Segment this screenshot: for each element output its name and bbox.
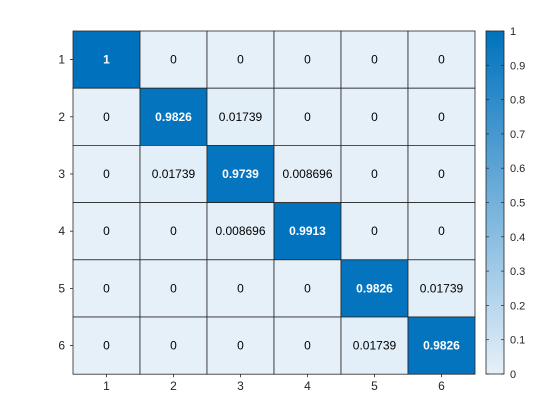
- heatmap-cell: [407, 30, 476, 89]
- cell-label: 0.9826: [356, 281, 393, 295]
- cell-label: 0: [371, 167, 378, 181]
- heatmap-cell: [72, 144, 141, 203]
- cell-label: 0.01739: [420, 281, 464, 295]
- x-tick-label: 4: [304, 379, 311, 393]
- colorbar-tick-label: 0: [510, 369, 516, 381]
- cell-label: 0: [371, 110, 378, 124]
- y-tick-label: 2: [58, 110, 65, 124]
- heatmap-cell: [407, 202, 476, 261]
- cell-label: 0.01739: [152, 167, 196, 181]
- cell-label: 0: [371, 53, 378, 67]
- cell-label: 1: [103, 53, 110, 67]
- cell-label: 0.01739: [219, 110, 263, 124]
- cell-label: 0.9826: [423, 339, 460, 353]
- colorbar-tick-label: 0.2: [510, 300, 525, 312]
- heatmap-cell: [139, 87, 208, 146]
- x-tick-label: 1: [103, 379, 110, 393]
- y-tick-label: 3: [58, 167, 65, 181]
- cell-label: 0: [438, 110, 445, 124]
- y-tick-label: 6: [58, 339, 65, 353]
- heatmap-cell: [407, 316, 476, 375]
- cell-label: 0: [103, 110, 110, 124]
- cell-label: 0: [237, 339, 244, 353]
- cell-label: 0: [170, 53, 177, 67]
- colorbar-tick-label: 0.6: [510, 163, 525, 175]
- heatmap-cell: [139, 202, 208, 261]
- heatmap-cell: [273, 87, 342, 146]
- cell-label: 0: [170, 224, 177, 238]
- heatmap-cell: [407, 144, 476, 203]
- heatmap-cell: [273, 30, 342, 89]
- cell-label: 0.01739: [353, 339, 397, 353]
- cell-label: 0: [103, 281, 110, 295]
- heatmap-cell: [273, 202, 342, 261]
- y-tick-label: 1: [58, 53, 65, 67]
- y-tick-label: 5: [58, 281, 65, 295]
- cell-label: 0: [103, 224, 110, 238]
- y-axis-ticks: 1 2 3 4 5 6: [58, 53, 73, 353]
- heatmap-cell: [407, 259, 476, 318]
- heatmap-cell: [206, 30, 275, 89]
- y-tick-label: 4: [58, 224, 65, 238]
- colorbar: 0 0.1 0.2 0.3 0.4 0.5 0.6 0.7 0.8 0.9 1: [485, 26, 525, 381]
- heatmap-cell: [407, 87, 476, 146]
- heatmap-cells: [72, 30, 476, 375]
- colorbar-tick-label: 1: [510, 26, 516, 38]
- heatmap-cell: [273, 259, 342, 318]
- cell-label: 0: [304, 53, 311, 67]
- cell-label: 0.9739: [222, 167, 259, 181]
- heatmap-cell: [206, 202, 275, 261]
- colorbar-tick-label: 0.3: [510, 266, 525, 278]
- cell-label: 0: [304, 339, 311, 353]
- cell-label: 0.9826: [155, 110, 192, 124]
- cell-label: 0: [237, 281, 244, 295]
- heatmap-cell: [273, 144, 342, 203]
- heatmap-cell: [340, 144, 409, 203]
- cell-label: 0: [304, 110, 311, 124]
- colorbar-tick-label: 0.7: [510, 129, 525, 141]
- cell-label: 0.008696: [282, 167, 332, 181]
- cell-label: 0: [170, 281, 177, 295]
- cell-label: 0: [304, 281, 311, 295]
- heatmap-cell: [340, 259, 409, 318]
- x-tick-label: 5: [371, 379, 378, 393]
- heatmap-cell: [72, 30, 141, 89]
- x-tick-label: 3: [237, 379, 244, 393]
- heatmap-cell: [72, 259, 141, 318]
- heatmap-cell: [72, 202, 141, 261]
- cell-labels: 1 0 0 0 0 0 0 0.9826 0.01739 0 0 0 0 0.01739 0.9739 0.0…: [103, 53, 463, 353]
- x-tick-label: 6: [438, 379, 445, 393]
- cell-label: 0: [237, 53, 244, 67]
- heatmap-cell: [340, 202, 409, 261]
- heatmap-cell: [139, 144, 208, 203]
- x-axis-ticks: 1 2 3 4 5 6: [103, 374, 445, 393]
- heatmap-cell: [340, 316, 409, 375]
- colorbar-tick-label: 0.9: [510, 60, 525, 72]
- x-tick-label: 2: [170, 379, 177, 393]
- cell-label: 0: [170, 339, 177, 353]
- heatmap-cell: [206, 259, 275, 318]
- cell-label: 0: [438, 53, 445, 67]
- heatmap-cell: [139, 30, 208, 89]
- cell-label: 0.9913: [289, 224, 326, 238]
- cell-label: 0: [438, 167, 445, 181]
- cell-label: 0.008696: [215, 224, 265, 238]
- heatmap-cell: [72, 316, 141, 375]
- colorbar-tick-label: 0.5: [510, 198, 525, 210]
- colorbar-tick-label: 0.8: [510, 95, 525, 107]
- cell-label: 0: [103, 339, 110, 353]
- cell-label: 0: [438, 224, 445, 238]
- cell-label: 0: [371, 224, 378, 238]
- cell-label: 0: [103, 167, 110, 181]
- colorbar-tick-label: 0.1: [510, 335, 525, 347]
- heatmap-cell: [340, 30, 409, 89]
- colorbar-tick-label: 0.4: [510, 232, 525, 244]
